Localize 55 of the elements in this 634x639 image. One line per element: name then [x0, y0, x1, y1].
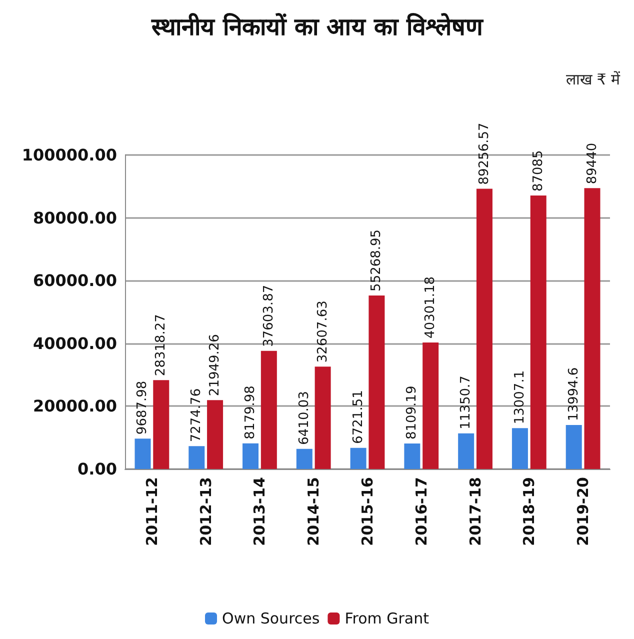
- x-tick-label: 2017-18: [466, 477, 484, 546]
- x-tick-label: 2011-12: [142, 477, 161, 546]
- y-tick-label: 40000.00: [32, 334, 117, 353]
- bar: [422, 342, 439, 469]
- y-tick-label: 0.00: [78, 460, 117, 478]
- data-label: 8179.98: [243, 386, 258, 440]
- bar: [134, 438, 151, 469]
- bar: [242, 443, 259, 469]
- data-label: 9687.98: [135, 380, 150, 435]
- data-label: 87085: [530, 150, 546, 192]
- data-label: 89256.57: [476, 122, 492, 185]
- data-label: 8109.19: [404, 386, 420, 440]
- x-tick-label: 2018-19: [520, 477, 538, 546]
- legend-label: Own Sources: [222, 610, 320, 628]
- x-tick-label: 2012-13: [196, 477, 215, 546]
- data-label: 28318.27: [154, 314, 169, 376]
- bar: [404, 444, 420, 469]
- data-label: 89440: [584, 142, 600, 184]
- x-tick-label: 2014-15: [304, 477, 323, 546]
- bar: [153, 380, 170, 469]
- text: लाख ₹ में: [566, 70, 621, 88]
- x-tick-label: 2013-14: [250, 477, 269, 546]
- bar: [368, 295, 385, 469]
- legend-label: From Grant: [344, 610, 430, 628]
- data-label: 13994.6: [566, 367, 582, 422]
- bar: [314, 366, 331, 469]
- data-label: 7274.76: [189, 388, 204, 442]
- y-tick-label: 20000.00: [32, 396, 117, 416]
- bar: [512, 428, 528, 469]
- bar: [260, 350, 277, 469]
- data-label: 21949.26: [208, 334, 223, 396]
- bar: [296, 448, 312, 469]
- data-label: 6410.03: [296, 391, 312, 445]
- x-tick-label: 2015-16: [358, 477, 376, 546]
- y-tick-label: 60000.00: [32, 271, 117, 290]
- data-label: 13007.1: [512, 370, 528, 424]
- bar: [584, 188, 600, 469]
- y-tick-label: 80000.00: [32, 208, 117, 228]
- bar: [188, 446, 205, 469]
- data-label: 32607.63: [315, 300, 330, 363]
- bar: [350, 448, 366, 469]
- x-tick-label: 2016-17: [412, 477, 430, 546]
- data-label: 37603.87: [261, 284, 276, 347]
- bar: [207, 400, 224, 469]
- chart-title: स्थानीय निकायों का आय का विश्लेषण: [150, 13, 484, 41]
- bar: [566, 425, 582, 469]
- bar: [476, 188, 492, 469]
- x-tick-label: 2019-20: [574, 477, 592, 546]
- bar: [530, 196, 546, 469]
- y-tick-label: 100000.00: [22, 146, 117, 164]
- data-label: 6721.51: [350, 390, 366, 444]
- data-label: 40301.18: [423, 276, 438, 338]
- data-label: 11350.7: [458, 376, 474, 430]
- bar: [458, 433, 474, 469]
- data-label: 55268.95: [369, 229, 384, 292]
